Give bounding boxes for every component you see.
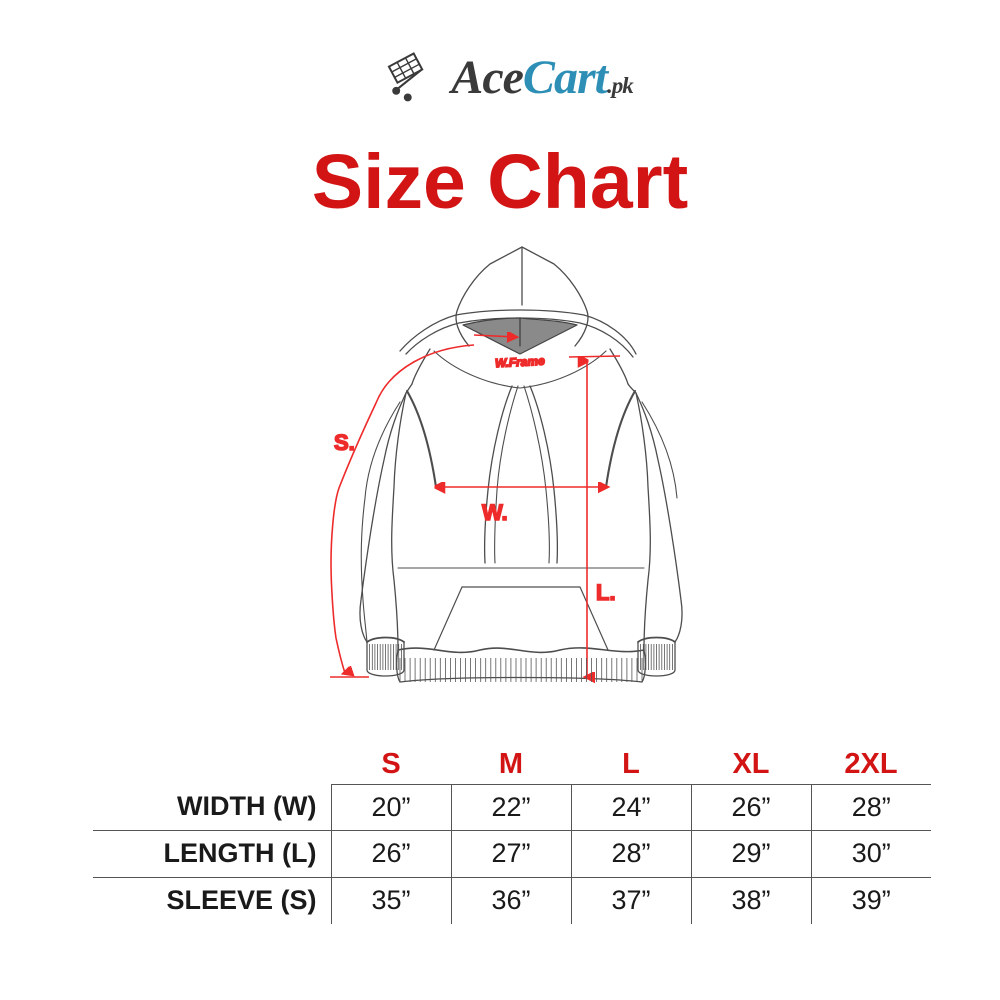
svg-text:W.Frame: W.Frame bbox=[495, 354, 546, 371]
svg-text:W.: W. bbox=[482, 500, 508, 525]
svg-text:S.: S. bbox=[334, 430, 355, 455]
svg-text:L.: L. bbox=[596, 580, 616, 605]
